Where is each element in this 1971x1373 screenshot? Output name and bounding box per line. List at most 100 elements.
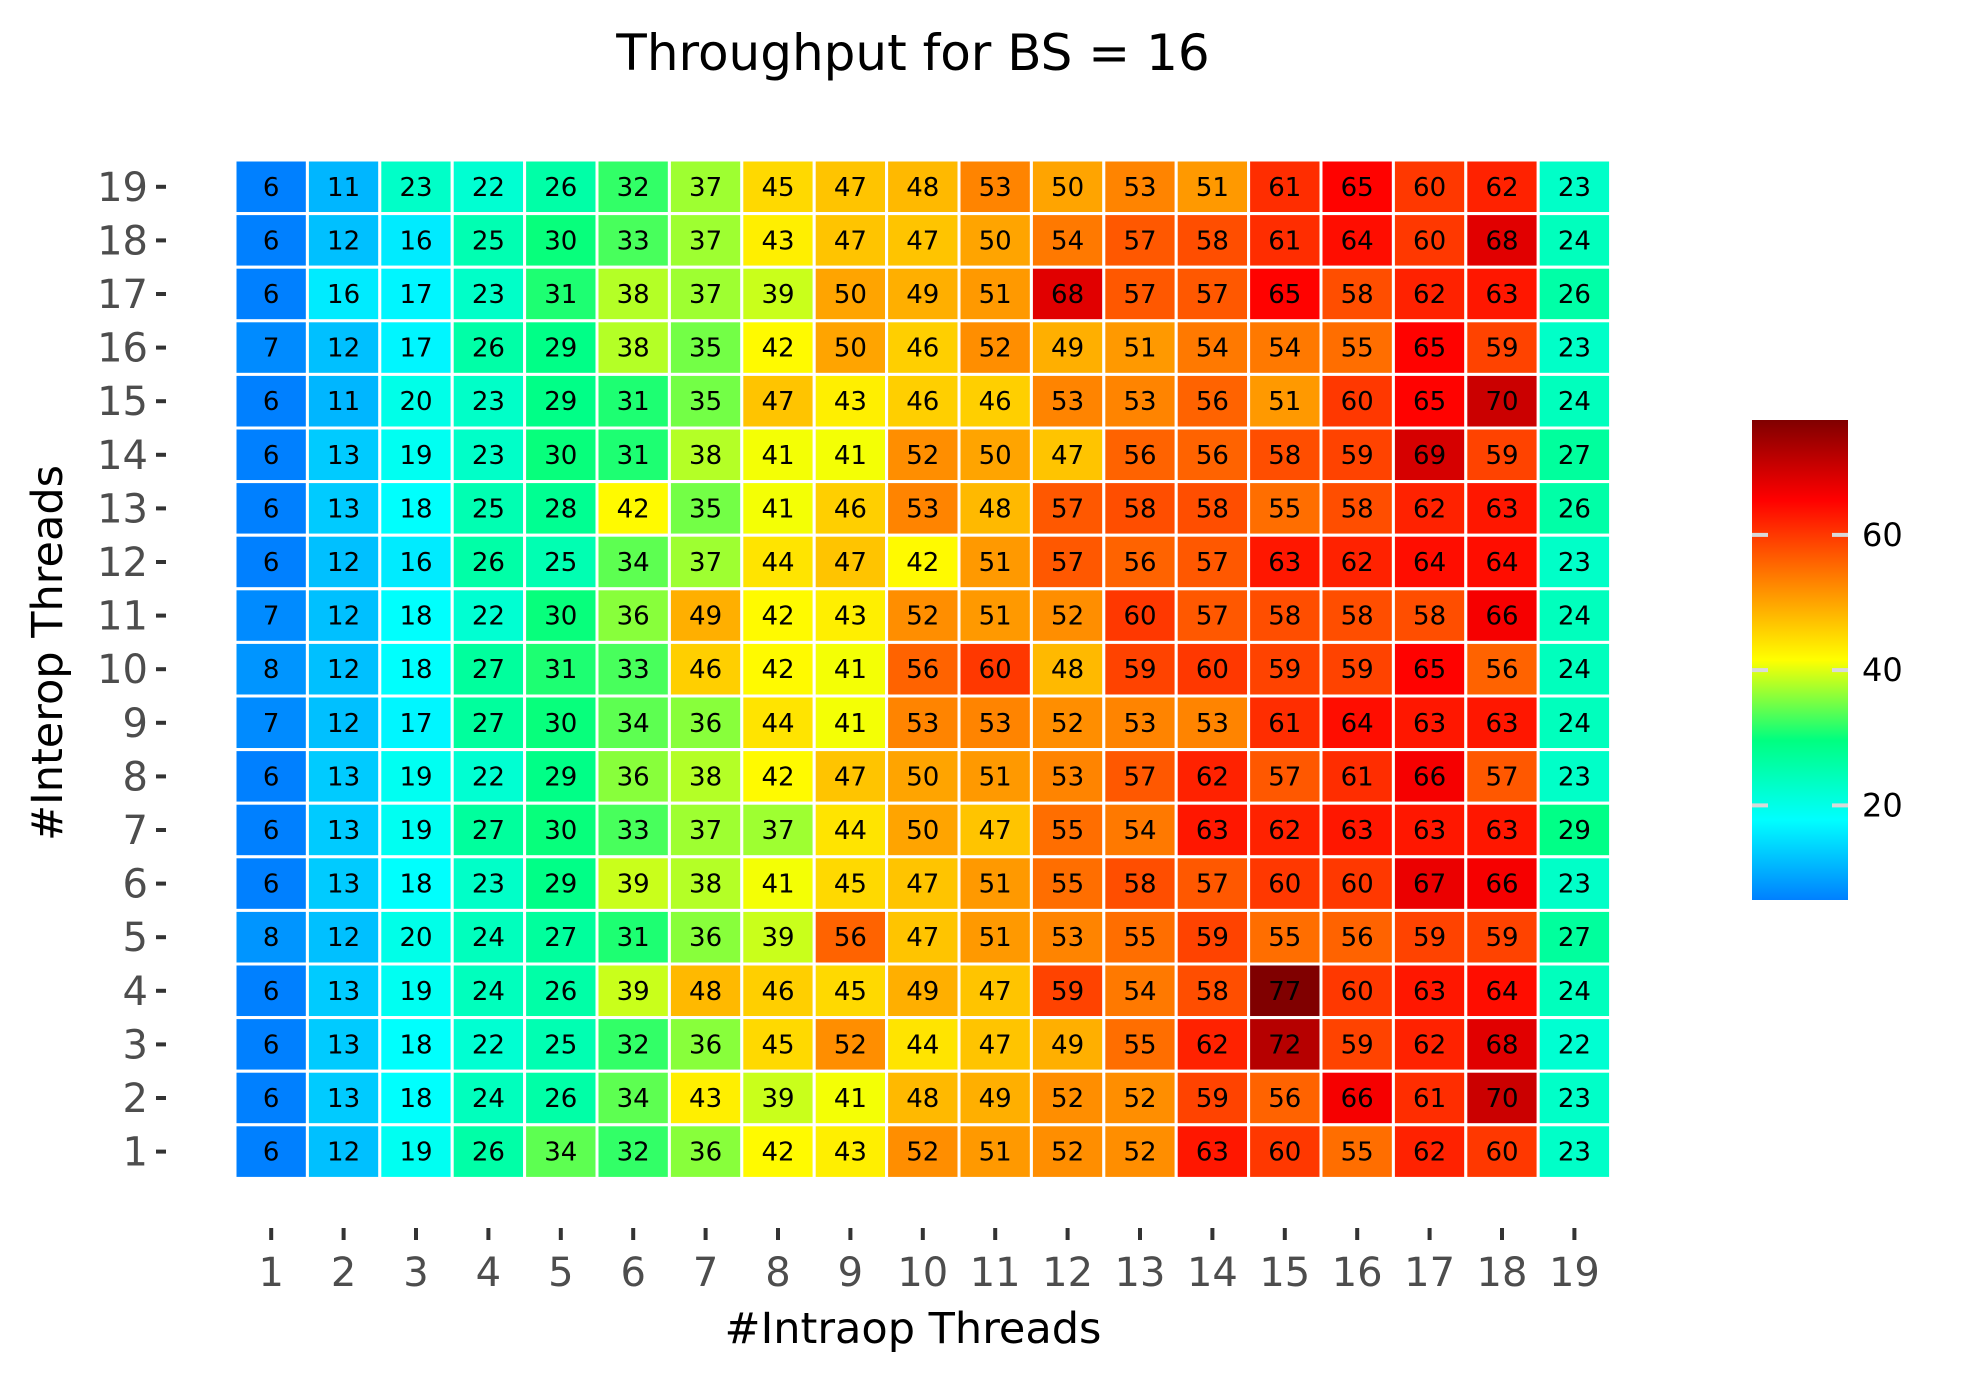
cell-value-label: 24 (1558, 709, 1591, 739)
heatmap-cell (1536, 1069, 1613, 1127)
cell-value-label: 58 (1268, 602, 1301, 632)
heatmap-cell (1029, 212, 1106, 269)
cell-value-label: 7 (263, 709, 280, 739)
cell-value-label: 65 (1413, 387, 1446, 417)
heatmap-cell (233, 533, 309, 591)
cell-value-label: 64 (1485, 548, 1518, 578)
cell-value-label: 37 (689, 173, 722, 203)
cell-value-label: 39 (761, 280, 794, 310)
cell-value-label: 6 (263, 548, 280, 578)
cell-value-label: 12 (327, 334, 360, 364)
cell-value-label: 41 (761, 441, 794, 471)
heatmap-cell (305, 319, 382, 376)
cell-value-label: 52 (1123, 1084, 1156, 1114)
cell-value-label: 59 (1485, 923, 1518, 953)
cell-value-label: 37 (689, 548, 722, 578)
cell-value-label: 41 (834, 441, 867, 471)
heatmap-cell (1319, 319, 1395, 376)
heatmap-cell (595, 480, 671, 537)
cell-value-label: 19 (399, 762, 432, 792)
heatmap-cell (1102, 372, 1178, 430)
cell-value-label: 39 (761, 1084, 794, 1114)
cell-value-label: 12 (327, 548, 360, 578)
heatmap-cell (740, 480, 816, 537)
cell-value-label: 29 (1558, 816, 1591, 846)
cell-value-label: 30 (544, 602, 577, 632)
cell-value-label: 11 (327, 387, 360, 417)
cell-value-label: 52 (1051, 709, 1084, 739)
heatmap-cell (740, 640, 816, 698)
cell-value-label: 43 (689, 1084, 722, 1114)
heatmap-cell (957, 962, 1033, 1020)
heatmap-cell (667, 694, 744, 752)
cell-value-label: 68 (1485, 226, 1518, 256)
colorbar: 20 40 60 (1752, 420, 1903, 900)
colorbar-tick-label: 60 (1862, 516, 1903, 554)
x-tick-label: 9 (838, 1250, 863, 1296)
cell-value-label: 62 (1268, 816, 1301, 846)
x-tick-label: 18 (1477, 1250, 1528, 1296)
cell-value-label: 62 (1413, 1030, 1446, 1060)
heatmap-cell (233, 694, 309, 752)
cell-value-label: 23 (1558, 548, 1591, 578)
heatmap-cell (523, 855, 599, 912)
y-tick-label: 19 (97, 165, 148, 211)
heatmap-cell (1391, 694, 1468, 752)
cell-value-label: 63 (1485, 709, 1518, 739)
cell-value-label: 24 (472, 977, 505, 1007)
heatmap-cell (1536, 587, 1613, 644)
heatmap-cell (1174, 533, 1251, 591)
heatmap-cell (740, 801, 816, 859)
cell-value-label: 53 (1196, 709, 1229, 739)
y-tick-label: 12 (97, 540, 148, 586)
x-tick-label: 6 (620, 1250, 645, 1296)
cell-value-label: 55 (1268, 494, 1301, 524)
chart-title: Throughput for BS = 16 (615, 24, 1209, 82)
cell-value-label: 53 (906, 494, 939, 524)
cell-value-label: 65 (1413, 334, 1446, 364)
heatmap-cell (1029, 694, 1106, 752)
heatmap-cell (1464, 962, 1540, 1020)
heatmap-cell (1391, 480, 1468, 537)
cell-value-label: 34 (544, 1138, 577, 1168)
cell-value-label: 33 (617, 226, 650, 256)
cell-value-label: 52 (979, 334, 1012, 364)
cell-value-label: 52 (1051, 1138, 1084, 1168)
heatmap-cell (1319, 640, 1395, 698)
cell-value-label: 44 (906, 1030, 939, 1060)
cell-value-label: 59 (1341, 1030, 1374, 1060)
heatmap-cell (667, 748, 744, 805)
cell-value-label: 64 (1485, 977, 1518, 1007)
cell-value-label: 42 (761, 602, 794, 632)
heatmap-cell (1174, 855, 1251, 912)
cell-value-label: 54 (1051, 226, 1084, 256)
cell-value-label: 18 (399, 655, 432, 685)
heatmap-cell (378, 855, 454, 912)
cell-value-label: 32 (617, 173, 650, 203)
cell-value-label: 59 (1341, 441, 1374, 471)
cell-value-label: 60 (1196, 655, 1229, 685)
x-tick-label: 4 (476, 1250, 501, 1296)
cell-value-label: 53 (1123, 387, 1156, 417)
cell-value-label: 41 (761, 494, 794, 524)
cell-value-label: 35 (689, 334, 722, 364)
cell-value-label: 36 (689, 709, 722, 739)
cell-value-label: 47 (979, 977, 1012, 1007)
heatmap-cell (885, 587, 961, 644)
heatmap-cell (1102, 426, 1178, 484)
cell-value-label: 56 (1341, 923, 1374, 953)
heatmap-cell (1464, 855, 1540, 912)
cell-value-label: 42 (906, 548, 939, 578)
cell-value-label: 13 (327, 816, 360, 846)
cell-value-label: 55 (1341, 334, 1374, 364)
heatmap-cell (595, 962, 671, 1020)
x-tick-label: 8 (765, 1250, 790, 1296)
cell-value-label: 63 (1413, 816, 1446, 846)
cell-value-label: 37 (689, 816, 722, 846)
cell-value-label: 33 (617, 655, 650, 685)
cell-value-label: 57 (1196, 280, 1229, 310)
x-tick-label: 15 (1259, 1250, 1310, 1296)
heatmap-cell (1319, 587, 1395, 644)
cell-value-label: 61 (1268, 226, 1301, 256)
colorbar-ticks: 20 40 60 (1752, 516, 1903, 824)
